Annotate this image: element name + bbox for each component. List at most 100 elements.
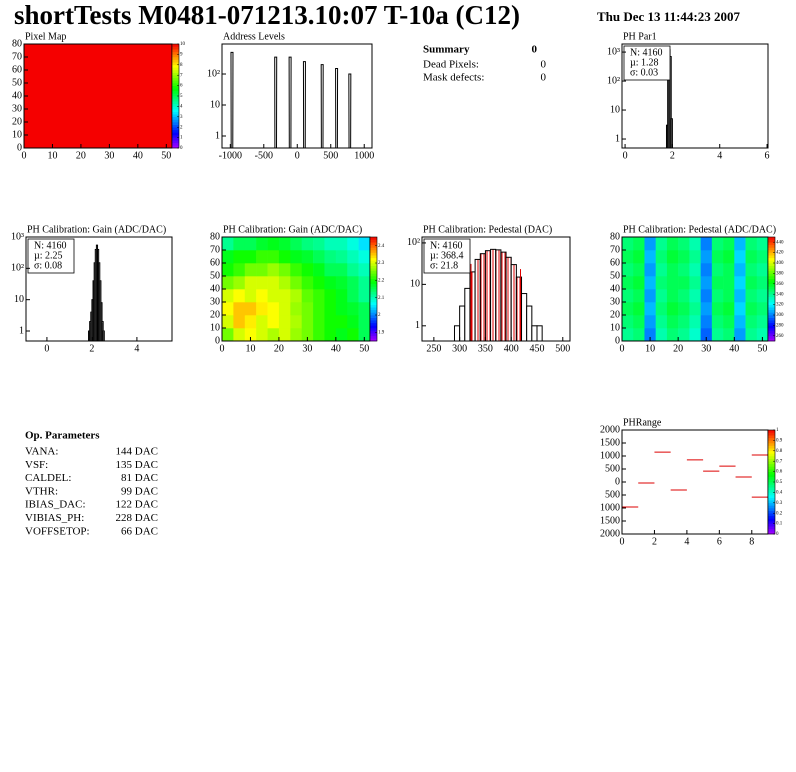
stats-box: [27, 238, 75, 274]
colorbar-step: [768, 296, 775, 300]
colorbar-step: [768, 255, 775, 259]
colorbar-step: [768, 458, 775, 462]
x-tick-label: 0: [22, 150, 27, 161]
z-tick-label: 2.2: [378, 278, 385, 283]
colorbar-step: [172, 145, 179, 149]
colorbar-step: [768, 495, 775, 498]
colorbar-step: [768, 445, 775, 449]
frame: [421, 236, 571, 342]
colorbar-step: [172, 75, 179, 79]
heat-cell: [756, 289, 769, 303]
colorbar-step: [768, 500, 775, 504]
heat-cell: [233, 328, 246, 342]
colorbar-step: [768, 526, 775, 530]
colorbar-step: [768, 523, 775, 527]
colorbar-step: [768, 312, 775, 316]
hist-bin: [490, 248, 497, 342]
heat-cell: [313, 302, 325, 316]
colorbar-step: [370, 270, 377, 274]
panel-title: Pixel Map: [25, 31, 66, 42]
heat-cell: [655, 237, 668, 251]
heat-cell: [347, 302, 359, 316]
op-label: VSF:: [25, 459, 48, 471]
heat-cell: [745, 315, 758, 329]
colorbar-step: [370, 265, 377, 269]
heat-cell: [256, 328, 268, 342]
frame: [25, 236, 173, 342]
y-tick-label: 40: [610, 283, 620, 294]
colorbar-step: [172, 54, 179, 58]
heat-cell: [24, 44, 173, 149]
heat-cell: [278, 302, 291, 316]
colorbar-step: [768, 302, 775, 305]
colorbar-step: [768, 278, 775, 282]
y-tick-label: 80: [12, 38, 22, 49]
colorbar-step: [172, 90, 179, 94]
heat-cell: [756, 276, 769, 290]
colorbar-step: [370, 322, 377, 326]
heat-cell: [622, 276, 634, 290]
op-label: VTHR:: [25, 485, 58, 497]
heat-cell: [622, 289, 634, 303]
colorbar-step: [768, 309, 775, 313]
colorbar-step: [172, 72, 179, 76]
z-tick-label: 1: [180, 136, 183, 141]
spike: [348, 73, 352, 149]
colorbar-step: [370, 309, 377, 313]
heat-cell: [290, 250, 302, 264]
x-tick-label: 20: [76, 150, 86, 161]
colorbar-step: [370, 296, 377, 300]
colorbar-step: [768, 505, 775, 509]
heat-cell: [267, 263, 280, 277]
hist-bin: [464, 287, 471, 342]
colorbar-step: [172, 83, 179, 86]
colorbar-step: [768, 476, 775, 480]
heat-cell: [756, 302, 769, 316]
z-tick-label: 0.1: [776, 522, 783, 527]
colorbar-step: [370, 330, 377, 334]
heat-cell: [222, 237, 234, 251]
colorbar-step: [768, 518, 775, 522]
heat-cell: [233, 289, 246, 303]
heat-cell: [244, 263, 257, 277]
hist-bin: [505, 256, 512, 342]
summary-value: 0: [541, 59, 547, 71]
colorbar-step: [172, 140, 179, 144]
colorbar-step: [370, 317, 377, 321]
y-tick-label: 50: [210, 270, 220, 281]
x-tick-label: 450: [529, 343, 544, 354]
heat-cell: [678, 315, 690, 329]
colorbar-step: [768, 432, 775, 436]
summary-title: Summary: [423, 44, 470, 56]
stats-line: N: 4160: [630, 47, 663, 58]
colorbar-step: [768, 482, 775, 485]
heat-cell: [700, 237, 713, 251]
colorbar-step: [172, 103, 179, 107]
colorbar-frame: [369, 236, 378, 342]
heat-cell: [324, 250, 337, 264]
heat-cell: [324, 315, 337, 329]
heat-cell: [678, 289, 690, 303]
heat-cell: [756, 237, 769, 251]
colorbar-step: [370, 250, 377, 253]
heat-cell: [290, 289, 302, 303]
heat-cell: [689, 250, 701, 264]
heat-cell: [689, 289, 701, 303]
heat-cell: [689, 328, 701, 342]
heat-cell: [633, 328, 645, 342]
heat-cell: [256, 276, 268, 290]
colorbar-step: [768, 283, 775, 287]
heat-cell: [324, 237, 337, 251]
heat-cell: [290, 276, 302, 290]
heat-cell: [244, 276, 257, 290]
y-tick-label: 10²: [607, 75, 620, 86]
heat-cell: [290, 315, 302, 329]
colorbar-step: [768, 317, 775, 321]
panel-title: PH Calibration: Pedestal (ADC/DAC): [623, 224, 776, 235]
colorbar-step: [768, 443, 775, 446]
x-tick-label: 500: [323, 150, 338, 161]
colorbar-step: [172, 46, 179, 50]
x-tick-label: 20: [673, 343, 683, 354]
colorbar-step: [768, 508, 775, 511]
heat-cell: [222, 276, 234, 290]
